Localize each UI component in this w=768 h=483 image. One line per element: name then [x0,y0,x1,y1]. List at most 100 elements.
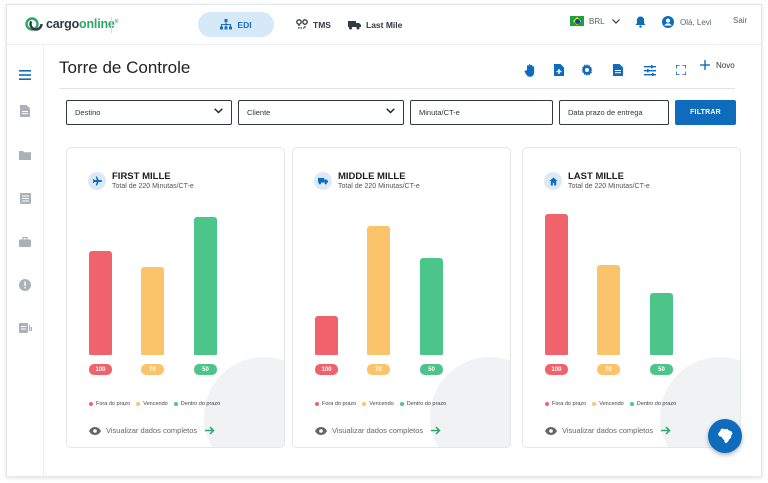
data-label: 100 [545,364,568,375]
new-button[interactable]: Novo [700,60,735,70]
data-label: 50 [650,364,673,375]
view-all-label: Visualizar dados completos [332,426,424,435]
currency-label: BRL [589,16,605,26]
user-menu[interactable]: Olá, Levi [662,16,712,28]
brazil-map-button[interactable] [708,419,742,453]
eye-icon [545,426,557,435]
list-icon[interactable] [17,190,33,206]
report-icon[interactable] [17,320,33,336]
chevron-down-icon [386,108,395,114]
legend-item: Fora do prazo [545,401,586,407]
legend-label: Vencendo [143,401,168,407]
destino-select-label: Destino [75,108,101,117]
bar-vencendo [597,265,620,355]
airplane-icon [88,172,106,190]
nav-last-mile[interactable]: Last Mile [348,12,402,37]
cliente-select-label: Cliente [247,108,271,117]
card-title: FIRST MILLE [112,171,171,182]
filtrar-button[interactable]: FILTRAR [675,100,736,125]
user-greeting: Olá, Levi [680,17,712,27]
legend-item: Dentro do prazo [399,401,447,407]
truck-icon [314,172,332,190]
sliders-icon[interactable] [643,63,657,77]
card-title: MIDDLE MILLE [338,171,406,182]
document-icon[interactable] [17,103,33,119]
home-icon [544,172,562,190]
view-all-link[interactable]: Visualizar dados completos [89,426,215,435]
card-subtitle: Total de 220 Minutas/CT-e [338,183,420,190]
legend-label: Dentro do prazo [636,401,677,407]
bar-dentro-do-prazo [650,293,673,355]
logo[interactable]: cargoonline® [25,15,118,33]
eye-icon [315,426,327,435]
nav-tms-label: TMS [313,19,331,30]
minuta-input[interactable]: Minuta/CT-e [410,100,553,125]
legend-item: Vencendo [362,401,394,407]
logo-text-suffix: online [79,17,115,31]
currency-selector[interactable]: BRL [570,16,620,26]
legend-item: Vencendo [136,401,168,407]
view-all-link[interactable]: Visualizar dados completos [545,426,671,435]
nav-edi[interactable]: EDI [198,12,274,37]
data-label: 100 [315,364,338,375]
nav-tms[interactable]: TMS [296,12,331,37]
view-all-label: Visualizar dados completos [106,426,198,435]
chart-legend: Fora do prazo Vencendo Dentro do prazo [545,401,682,407]
hand-icon[interactable] [523,63,537,77]
folder-icon[interactable] [17,147,33,163]
brazil-map-icon [718,428,733,444]
cliente-select[interactable]: Cliente [238,100,404,125]
gear-icon[interactable] [580,63,594,77]
eye-icon [89,426,101,435]
data-label: 50 [420,364,443,375]
legend-item: Vencendo [592,401,624,407]
chart-legend: Fora do prazo Vencendo Dentro do prazo [89,401,226,407]
notifications-button[interactable] [635,16,646,28]
nav-edi-label: EDI [237,19,252,30]
card-first-mille: FIRST MILLE Total de 220 Minutas/CT-e 10… [66,147,285,448]
bar-dentro-do-prazo [420,258,443,355]
file-add-icon[interactable] [552,63,566,77]
fullscreen-icon[interactable] [674,63,688,77]
arrow-right-icon [205,426,215,435]
view-all-link[interactable]: Visualizar dados completos [315,426,441,435]
logo-text: cargoonline® [46,17,118,31]
bar-dentro-do-prazo [194,217,217,355]
document-icon[interactable] [611,63,625,77]
card-subtitle: Total de 220 Minutas/CT-e [112,183,194,190]
card-last-mille: LAST MILLE Total de 220 Minutas/CT-e 100… [522,147,741,448]
bar-fora-do-prazo [315,316,338,355]
bar-chart: 100 70 50 [293,148,510,388]
legend-label: Vencendo [599,401,624,407]
top-bar: cargoonline® EDI TMS Last Mile BRL Olá, … [7,5,761,45]
sitemap-icon [220,19,233,30]
data-prazo-input-placeholder: Data prazo de entrega [568,108,643,117]
alert-icon[interactable] [17,277,33,293]
chevron-down-icon [611,18,620,24]
legend-label: Dentro do prazo [406,401,447,407]
legend-item: Dentro do prazo [629,401,677,407]
brazil-flag-icon [570,16,584,26]
bar-fora-do-prazo [89,251,112,355]
logout-link[interactable]: Sair [733,16,748,25]
data-label: 100 [89,364,112,375]
legend-label: Fora do prazo [96,401,131,407]
legend-item: Fora do prazo [315,401,356,407]
route-icon [296,18,308,29]
menu-icon[interactable] [17,67,33,83]
logo-icon [25,15,43,33]
chevron-down-icon [214,108,223,114]
bell-icon [635,16,646,28]
card-middle-mille: MIDDLE MILLE Total de 220 Minutas/CT-e 1… [292,147,511,448]
arrow-right-icon [661,426,671,435]
plus-icon [700,60,710,70]
bar-vencendo [141,267,164,355]
briefcase-icon[interactable] [17,234,33,250]
data-prazo-input[interactable]: Data prazo de entrega [559,100,669,125]
destino-select[interactable]: Destino [66,100,232,125]
data-label: 70 [597,364,620,375]
minuta-input-placeholder: Minuta/CT-e [419,108,460,117]
legend-label: Fora do prazo [322,401,357,407]
legend-label: Fora do prazo [552,401,587,407]
logo-mark-symbol: ® [114,18,119,25]
